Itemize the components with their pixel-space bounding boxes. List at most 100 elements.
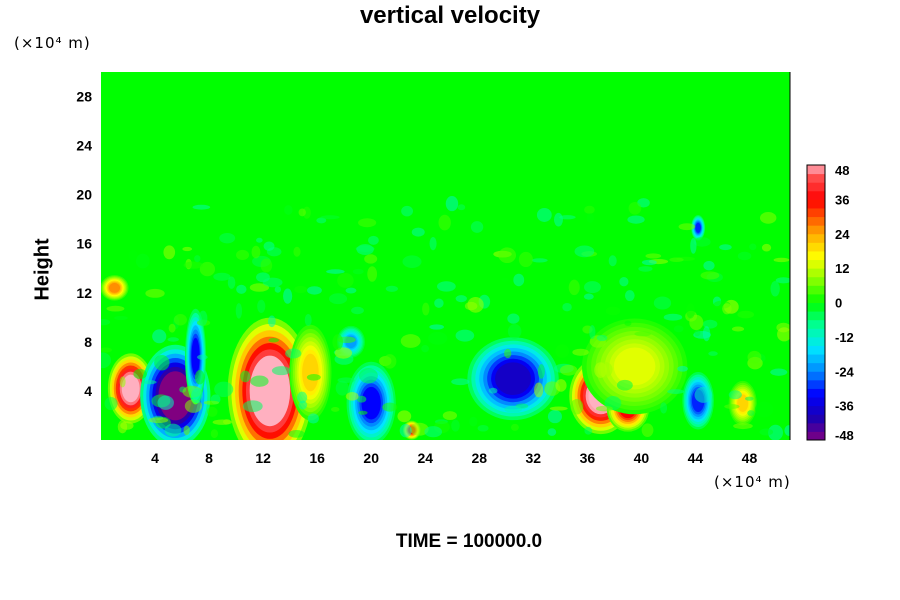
colorbar-band	[807, 336, 825, 346]
colorbar-tick-label: -36	[835, 399, 854, 414]
speckle	[424, 426, 443, 438]
speckle	[537, 364, 545, 379]
heat-contour	[121, 374, 140, 403]
colorbar-band	[807, 190, 825, 200]
speckle	[559, 364, 578, 376]
speckle	[663, 313, 683, 321]
y-tick-label: 12	[76, 285, 92, 301]
y-tick-label: 28	[76, 89, 92, 105]
speckle	[382, 402, 398, 412]
speckle	[722, 303, 732, 315]
speckle	[367, 266, 378, 282]
speckle	[351, 306, 364, 315]
colorbar-band	[807, 207, 825, 218]
speckle	[749, 243, 757, 251]
speckle	[737, 310, 755, 319]
speckle	[104, 397, 118, 411]
y-tick-label: 4	[84, 383, 92, 399]
speckle	[445, 196, 459, 212]
heat-contour	[613, 347, 656, 386]
colorbar-band	[807, 285, 825, 295]
colorbar-band	[807, 182, 825, 192]
speckle	[401, 205, 414, 217]
speckle	[411, 227, 425, 237]
heat-contour	[302, 353, 319, 392]
colorbar-band	[807, 311, 825, 321]
speckle	[358, 410, 368, 415]
speckle	[429, 324, 445, 330]
speckle	[332, 334, 344, 351]
speckle	[422, 302, 430, 316]
speckle	[616, 379, 633, 391]
colorbar-band	[807, 405, 825, 415]
speckle	[271, 366, 291, 376]
colorbar-band	[807, 225, 825, 235]
speckle	[731, 326, 745, 332]
colorbar-band	[807, 250, 825, 261]
speckle	[192, 204, 211, 210]
speckle	[596, 334, 608, 342]
speckle	[669, 257, 684, 262]
y-unit-label: (×10⁴ m)	[14, 34, 91, 52]
speckle	[402, 255, 422, 268]
speckle	[689, 314, 704, 331]
speckle	[686, 303, 696, 319]
speckle	[759, 428, 774, 436]
speckle	[634, 331, 652, 337]
speckle	[589, 325, 596, 340]
speckle	[455, 329, 475, 342]
speckle	[708, 351, 718, 356]
speckle	[518, 251, 533, 268]
speckle	[421, 345, 429, 353]
speckle	[356, 395, 367, 403]
speckle	[733, 422, 753, 430]
speckle	[437, 281, 456, 292]
speckle	[307, 286, 322, 295]
speckle	[703, 260, 715, 271]
speckle	[133, 368, 147, 380]
x-tick-label: 24	[417, 450, 433, 466]
colorbar-band	[807, 328, 825, 338]
speckle	[227, 276, 236, 289]
speckle	[470, 221, 484, 233]
heat-contour	[108, 282, 121, 293]
speckle	[294, 285, 308, 294]
speckle	[584, 205, 595, 214]
colorbar-band	[807, 371, 825, 381]
x-tick-label: 12	[255, 450, 271, 466]
speckle	[168, 323, 176, 333]
speckle	[145, 288, 165, 298]
speckle	[285, 348, 302, 359]
speckle	[768, 424, 783, 440]
speckle	[368, 235, 379, 245]
speckle	[397, 410, 412, 423]
y-tick-label: 8	[84, 334, 92, 350]
speckle	[157, 395, 174, 410]
speckle	[477, 424, 489, 432]
x-tick-label: 16	[309, 450, 325, 466]
speckle	[555, 379, 567, 392]
colorbar-band	[807, 276, 825, 286]
colorbar-band	[807, 422, 825, 432]
speckle	[214, 381, 234, 398]
speckle	[400, 334, 421, 348]
speckle	[183, 425, 190, 436]
speckle	[197, 354, 208, 360]
speckle	[694, 329, 701, 337]
speckle	[334, 347, 353, 359]
speckle	[678, 223, 696, 231]
speckle	[268, 338, 280, 343]
colorbar-band	[807, 388, 825, 398]
speckle	[135, 253, 150, 269]
colorbar-band	[807, 216, 825, 226]
colorbar-band	[807, 293, 825, 303]
speckle	[260, 258, 273, 273]
speckle	[504, 348, 512, 359]
speckle	[728, 390, 742, 400]
heat-contour	[695, 222, 701, 233]
colorbar-tick-label: -48	[835, 428, 854, 443]
colorbar-tick-label: 12	[835, 261, 849, 276]
colorbar-frame	[806, 164, 826, 441]
speckle	[784, 425, 790, 436]
